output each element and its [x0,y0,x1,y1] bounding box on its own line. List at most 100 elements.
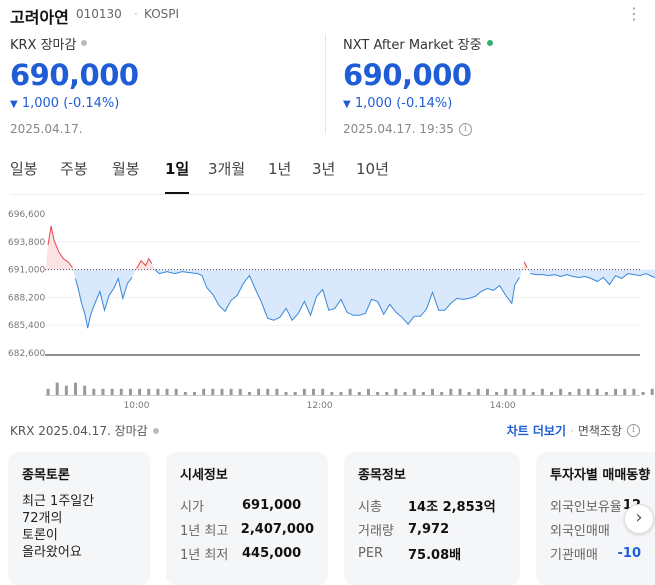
volume-bar [92,388,96,395]
volume-bar [440,391,444,395]
stock-info-card[interactable]: 종목정보 시총 14조 2,853억 거래량 7,972 PER 75.08배 [344,452,520,585]
up-segment-fill [521,261,529,270]
volume-bar [321,388,325,395]
volume-bar [531,391,535,395]
quote-value: 445,000 [242,545,302,561]
volume-bar [55,382,59,395]
volume-bar [449,388,453,395]
quote-value: 691,000 [242,497,302,513]
info-key: 시총 [358,499,382,515]
quote-key: 1년 최저 [180,547,229,563]
volume-bar [385,391,389,395]
investor-key: 외국인보유율 [550,499,622,515]
tab-4[interactable]: 3개월 [208,160,246,178]
x-tick-label: 14:00 [490,401,516,411]
y-tick-label: 693,800 [8,238,45,248]
tab-2[interactable]: 월봉 [112,160,140,178]
investor-title: 투자자별 매매동향 [550,468,651,483]
volume-bar [495,391,499,395]
volume-bar [293,391,297,395]
nxt-change: ▼ 1,000 (-0.14%) [343,96,643,114]
stock-name[interactable]: 고려아연 [10,8,69,27]
tab-6[interactable]: 3년 [312,160,336,178]
quote-card[interactable]: 시세정보 시가 691,000 1년 최고 2,407,000 1년 최저 44… [166,452,328,585]
investor-card[interactable]: 투자자별 매매동향 외국인보유율 12 외국인매매 기관매매 -10 [536,452,655,585]
volume-bar [476,388,480,395]
volume-bar [641,391,645,395]
up-segment-line [136,257,153,269]
y-tick-label: 696,600 [8,210,45,220]
nxt-label-row: NXT After Market 장중 [343,34,643,53]
tab-1[interactable]: 주봉 [60,160,88,178]
chart-footer: KRX 2025.04.17. 장마감 차트 더보기 · 면책조항 i [10,422,640,440]
stock-code: 010130 [76,7,122,21]
period-tabs: 일봉 주봉 월봉 1일 3개월 1년 3년 10년 [10,158,645,194]
info-value: 14조 2,853억 [408,499,496,515]
chart-more-link[interactable]: 차트 더보기 [506,424,566,438]
discussion-line: 토론이 [22,528,58,543]
quote-key: 시가 [180,499,204,515]
volume-bar [604,391,608,395]
info-row-per: PER 75.08배 [358,541,506,565]
quote-value: 2,407,000 [240,521,314,537]
chart-source: KRX 2025.04.17. 장마감 [10,422,159,439]
down-arrow-icon: ▼ [10,99,18,110]
more-options-icon[interactable]: ⋮ [626,4,642,23]
tab-7[interactable]: 10년 [356,160,389,178]
discussion-card[interactable]: 종목토론 최근 1주일간 72개의 토론이 올라왔어요 [8,452,150,585]
volume-bar [577,388,581,395]
volume-bar [568,391,572,395]
krx-label: KRX 장마감 [10,37,77,53]
up-segment-line [47,225,73,268]
market-name: KOSPI [144,7,180,21]
info-value: 7,972 [408,521,450,537]
volume-bar [467,391,471,395]
volume-bar [614,388,618,395]
volume-bar [394,388,398,395]
volume-bar [550,391,554,395]
info-icon[interactable]: i [458,122,472,136]
volume-bar [46,388,50,395]
volume-bar [623,388,627,395]
y-tick-label: 685,400 [8,321,45,331]
volume-bar [595,388,599,395]
intraday-price-chart[interactable]: 696,600 693,800 691,000 688,200 685,400 682,6… [0,203,655,415]
x-tick-label: 10:00 [124,401,150,411]
tab-3[interactable]: 1일 [165,158,190,194]
separator-dot: · [134,7,138,21]
down-segment-fill [528,269,655,285]
volume-bar [229,388,233,395]
volume-bar [312,388,316,395]
quote-key: 1년 최고 [180,523,229,539]
volume-bar [403,391,407,395]
up-segment-fill [45,225,73,270]
volume-bar [339,391,343,395]
volume-bar [522,388,526,395]
discussion-body: 최근 1주일간 72개의 토론이 올라왔어요 [22,493,136,561]
disclaimer-link[interactable]: 면책조항 [577,424,622,438]
krx-date: 2025.04.17. [10,122,83,136]
tab-0[interactable]: 일봉 [10,160,38,178]
tab-5[interactable]: 1년 [268,160,292,178]
discussion-line: 올라왔어요 [22,545,82,560]
krx-price-panel: KRX 장마감 690,000 ▼ 1,000 (-0.14%) 2025.04… [10,34,310,139]
info-icon[interactable]: i [627,424,640,437]
volume-bar [302,388,306,395]
volume-bar [211,388,215,395]
chart-source-text: KRX 2025.04.17. 장마감 [10,424,148,438]
nxt-change-value: 1,000 [354,96,393,111]
info-row-marketcap: 시총 14조 2,853억 [358,493,506,517]
volume-bar [165,388,169,395]
krx-change-value: 1,000 [21,96,60,111]
quote-row-low: 1년 최저 445,000 [180,541,314,565]
tabs-divider [10,194,645,195]
volume-bar [540,388,544,395]
scroll-right-icon[interactable]: › [624,504,654,534]
discussion-line: 72개의 [22,511,63,526]
status-dot-icon [152,427,159,434]
volume-bar [513,388,517,395]
discussion-line: 최근 1주일간 [22,494,95,509]
chart-links: 차트 더보기 · 면책조항 i [507,422,640,439]
info-key: 거래량 [358,523,394,539]
investor-row-institution: 기관매매 -10 [550,541,641,565]
